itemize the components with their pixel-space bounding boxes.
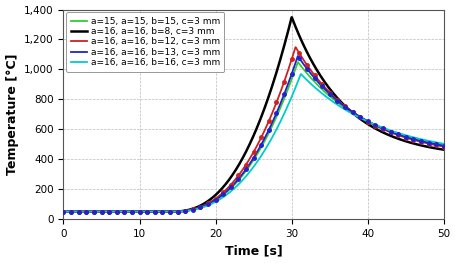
a=16, a=16, b=12, c=3 mm xyxy=(429,143,435,146)
a=16, a=16, b=12, c=3 mm xyxy=(292,45,298,49)
a=16, a=16, b=16, c=3 mm xyxy=(245,172,251,175)
a=16, a=16, b=16, c=3 mm xyxy=(359,118,365,121)
a=16, a=16, b=8, c=3 mm xyxy=(80,210,86,213)
a=16, a=16, b=16, c=3 mm xyxy=(429,140,435,143)
Legend: a=15, a=15, b=15, c=3 mm, a=16, a=16, b=8, c=3 mm, a=16, a=16, b=12, c=3 mm, a=1: a=15, a=15, b=15, c=3 mm, a=16, a=16, b=… xyxy=(66,12,224,72)
a=16, a=16, b=16, c=3 mm xyxy=(235,183,241,186)
a=16, a=16, b=16, c=3 mm xyxy=(430,140,435,143)
a=16, a=16, b=16, c=3 mm xyxy=(61,210,66,213)
a=16, a=16, b=12, c=3 mm xyxy=(430,143,435,146)
Y-axis label: Temperature [°C]: Temperature [°C] xyxy=(5,54,19,175)
a=16, a=16, b=8, c=3 mm xyxy=(61,210,66,213)
a=16, a=16, b=13, c=3 mm xyxy=(61,210,66,213)
a=15, a=15, b=15, c=3 mm xyxy=(294,60,300,64)
a=16, a=16, b=13, c=3 mm xyxy=(440,144,445,147)
a=15, a=15, b=15, c=3 mm xyxy=(429,141,435,145)
a=16, a=16, b=8, c=3 mm xyxy=(430,146,435,149)
Line: a=15, a=15, b=15, c=3 mm: a=15, a=15, b=15, c=3 mm xyxy=(63,62,443,212)
a=16, a=16, b=13, c=3 mm xyxy=(430,142,435,145)
a=15, a=15, b=15, c=3 mm xyxy=(430,141,435,145)
Line: a=16, a=16, b=8, c=3 mm: a=16, a=16, b=8, c=3 mm xyxy=(63,17,443,212)
a=16, a=16, b=13, c=3 mm xyxy=(359,117,365,120)
Line: a=16, a=16, b=16, c=3 mm: a=16, a=16, b=16, c=3 mm xyxy=(63,74,443,212)
Line: a=16, a=16, b=13, c=3 mm: a=16, a=16, b=13, c=3 mm xyxy=(63,56,443,212)
a=16, a=16, b=13, c=3 mm xyxy=(235,178,241,181)
a=15, a=15, b=15, c=3 mm xyxy=(359,117,365,120)
a=16, a=16, b=8, c=3 mm xyxy=(440,148,445,151)
a=16, a=16, b=12, c=3 mm xyxy=(245,159,251,162)
a=16, a=16, b=16, c=3 mm xyxy=(440,142,445,145)
a=16, a=16, b=12, c=3 mm xyxy=(80,210,86,213)
a=15, a=15, b=15, c=3 mm xyxy=(235,179,241,182)
a=15, a=15, b=15, c=3 mm xyxy=(61,210,66,213)
a=16, a=16, b=13, c=3 mm xyxy=(429,142,435,145)
a=16, a=16, b=12, c=3 mm xyxy=(440,145,445,148)
a=15, a=15, b=15, c=3 mm xyxy=(245,166,251,169)
a=16, a=16, b=8, c=3 mm xyxy=(235,164,241,167)
a=15, a=15, b=15, c=3 mm xyxy=(440,144,445,147)
a=16, a=16, b=12, c=3 mm xyxy=(61,210,66,213)
a=16, a=16, b=8, c=3 mm xyxy=(359,119,365,123)
a=16, a=16, b=16, c=3 mm xyxy=(80,210,86,213)
a=16, a=16, b=8, c=3 mm xyxy=(245,145,251,148)
a=16, a=16, b=8, c=3 mm xyxy=(429,146,435,149)
a=16, a=16, b=13, c=3 mm xyxy=(294,54,300,58)
a=16, a=16, b=16, c=3 mm xyxy=(298,73,303,76)
a=16, a=16, b=12, c=3 mm xyxy=(235,174,241,177)
a=16, a=16, b=12, c=3 mm xyxy=(359,117,365,120)
Line: a=16, a=16, b=12, c=3 mm: a=16, a=16, b=12, c=3 mm xyxy=(63,47,443,212)
a=16, a=16, b=13, c=3 mm xyxy=(80,210,86,213)
a=16, a=16, b=8, c=3 mm xyxy=(288,16,294,19)
X-axis label: Time [s]: Time [s] xyxy=(224,244,282,257)
a=16, a=16, b=13, c=3 mm xyxy=(245,164,251,167)
a=15, a=15, b=15, c=3 mm xyxy=(80,210,86,213)
